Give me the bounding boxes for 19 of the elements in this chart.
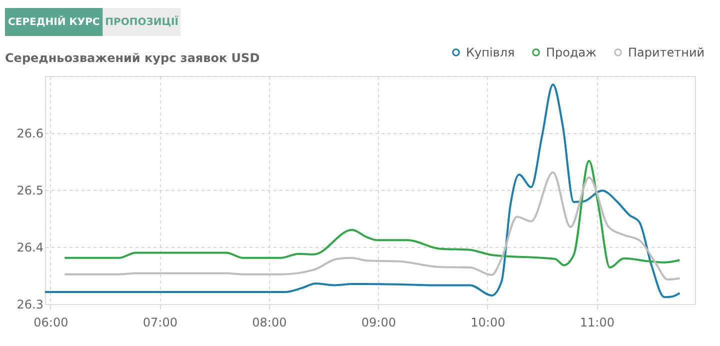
text: СЕРЕДНІЙ КУРС: [8, 15, 100, 28]
text: ПРОПОЗИЦІЇ: [105, 15, 179, 28]
x-tick-label: 07:00: [142, 316, 178, 330]
line-series: [44, 84, 681, 298]
x-tick-label: 06:00: [34, 316, 68, 330]
x-tick-label: 11:00: [580, 316, 614, 330]
y-tick-label: 26.4: [16, 240, 44, 254]
y-tick-label: 26.6: [16, 126, 44, 140]
chart-title: Середньозважений курс заявок USD: [5, 51, 260, 65]
x-tick-label: 10:00: [470, 316, 506, 330]
x-tick-label: 09:00: [361, 316, 396, 330]
line-series: [64, 160, 681, 269]
y-tick-label: 26.3: [16, 298, 44, 312]
legend-label: Продаж: [546, 45, 597, 60]
legend-label: Паритетний: [628, 45, 705, 60]
legend-label: Купівля: [466, 45, 515, 60]
y-tick-label: 26.5: [16, 184, 44, 198]
line-series: [64, 171, 681, 280]
x-tick-label: 08:00: [252, 316, 287, 330]
